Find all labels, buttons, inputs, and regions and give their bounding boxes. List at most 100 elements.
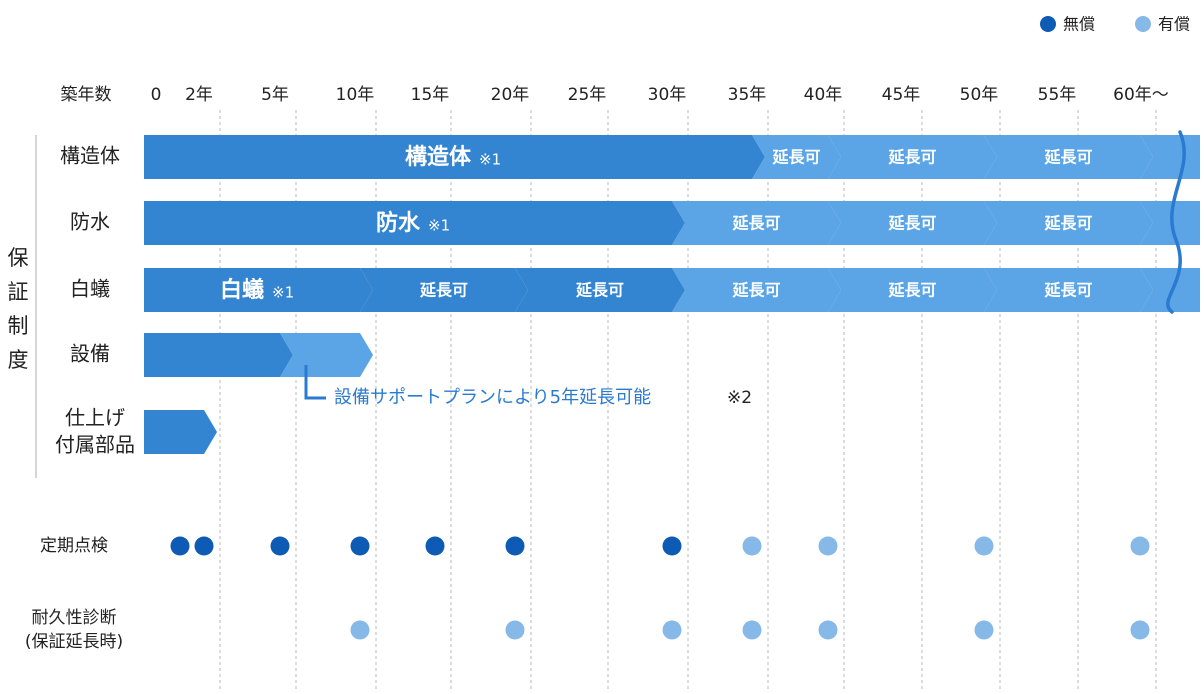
axis-tick-label: 40年 <box>804 85 843 105</box>
segment-label: 延長可 <box>1043 281 1092 300</box>
segment-note: ※1 <box>272 284 294 302</box>
row-label: 防水 <box>70 210 110 234</box>
axis-tick-label: 20年 <box>491 85 530 105</box>
inspection-dot-paid <box>818 620 838 640</box>
inspection-dot-paid <box>974 620 994 640</box>
inspection-periodic: 定期点検 <box>40 536 1150 556</box>
segment-base <box>144 201 685 245</box>
axis-tick-label: 35年 <box>728 85 767 105</box>
callout-text: 設備サポートプランにより5年延長可能 <box>334 387 651 408</box>
segment-ext <box>828 201 997 245</box>
axis-tick-label: 0 <box>151 85 162 105</box>
inspection-label: (保証延長時) <box>25 632 123 652</box>
inspection-dot-free <box>194 536 214 556</box>
row-label: 設備 <box>70 342 110 366</box>
callout-note: ※2 <box>727 388 752 408</box>
axis-tick-label: 15年 <box>411 85 450 105</box>
legend-free-label: 無償 <box>1063 15 1095 34</box>
inspection-dot-paid <box>505 620 525 640</box>
inspection-dot-free <box>270 536 290 556</box>
axis-title: 築年数 <box>61 85 112 105</box>
row-waterproof: 防水 防水 ※1 延長可 延長可 延長可 <box>70 201 1200 245</box>
inspection-dot-free <box>350 536 370 556</box>
segment-ext <box>984 201 1153 245</box>
segment-base <box>144 410 217 454</box>
legend-paid-label: 有償 <box>1158 15 1190 34</box>
inspection-label: 耐久性診断 <box>32 608 117 628</box>
inspection-dot-paid <box>818 536 838 556</box>
segment-label: 延長可 <box>731 281 780 300</box>
segment-label: 延長可 <box>887 148 936 167</box>
segment-base <box>144 268 373 312</box>
axis-tick-label: 60年〜 <box>1113 85 1169 105</box>
row-termite: 白蟻 白蟻 ※1 延長可 延長可 延長可 延長可 延長可 <box>70 268 1200 312</box>
axis-tick-label: 50年 <box>960 85 999 105</box>
inspection-dot-free <box>662 536 682 556</box>
segment-ext <box>672 201 841 245</box>
segment-base <box>144 135 765 179</box>
equipment-callout: 設備サポートプランにより5年延長可能 ※2 <box>304 365 752 408</box>
inspection-dot-paid <box>1130 536 1150 556</box>
inspection-dot-paid <box>974 536 994 556</box>
segment-label: 防水 <box>376 211 421 236</box>
row-label: 仕上げ <box>65 406 125 430</box>
segment-ext <box>672 268 841 312</box>
axis-tick-label: 2年 <box>185 85 213 105</box>
inspection-dot-paid <box>662 620 682 640</box>
segment-ext <box>752 135 841 179</box>
break-wave <box>1166 130 1186 314</box>
axis-tick-label: 5年 <box>261 85 289 105</box>
axis-tick-label: 10年 <box>336 85 375 105</box>
row-structure: 構造体 構造体 ※1 延長可 延長可 延長可 <box>60 135 1200 179</box>
inspection-label: 定期点検 <box>40 536 108 556</box>
inspection-dot-paid <box>1130 620 1150 640</box>
inspection-dot-paid <box>350 620 370 640</box>
segment-label: 構造体 <box>405 144 472 170</box>
segment-label: 延長可 <box>575 281 624 300</box>
inspection-dot-free <box>505 536 525 556</box>
segment-base <box>515 268 685 312</box>
segment-label: 白蟻 <box>220 277 264 303</box>
callout-leader <box>304 365 326 400</box>
segment-base <box>360 268 528 312</box>
group-label-char: 度 <box>8 348 29 372</box>
legend: 無償 有償 <box>1040 15 1190 34</box>
segment-note: ※1 <box>428 217 450 235</box>
inspection-dot-paid <box>742 536 762 556</box>
segment-label: 延長可 <box>419 281 468 300</box>
year-axis: 築年数 0 2年 5年 10年 15年 20年 25年 30年 35年 40年 45年 50年 55年 60… <box>61 85 1169 105</box>
segment-base <box>144 333 293 377</box>
segment-ext <box>280 333 373 377</box>
segment-ext <box>984 135 1153 179</box>
row-equipment: 設備 <box>70 333 373 377</box>
inspection-dot-paid <box>742 620 762 640</box>
segment-ext <box>984 268 1153 312</box>
segment-ext <box>828 268 997 312</box>
segment-label: 延長可 <box>887 214 936 233</box>
legend-paid-marker <box>1135 16 1151 32</box>
segment-ext <box>828 135 997 179</box>
segment-ext <box>1140 268 1200 312</box>
axis-tick-label: 55年 <box>1038 85 1077 105</box>
inspection-dot-free <box>425 536 445 556</box>
legend-free-marker <box>1040 16 1056 32</box>
row-label: 構造体 <box>60 144 120 168</box>
row-label: 白蟻 <box>70 277 110 301</box>
segment-label: 延長可 <box>1043 214 1092 233</box>
axis-tick-label: 25年 <box>568 85 607 105</box>
segment-label: 延長可 <box>771 148 820 167</box>
segment-label: 延長可 <box>731 214 780 233</box>
axis-tick-label: 45年 <box>882 85 921 105</box>
inspection-durability: 耐久性診断 (保証延長時) <box>25 608 1150 652</box>
segment-label: 延長可 <box>887 281 936 300</box>
group-label-char: 保 <box>8 246 29 270</box>
segment-label: 延長可 <box>1043 148 1092 167</box>
axis-tick-label: 30年 <box>648 85 687 105</box>
group-label-char: 制 <box>8 314 29 338</box>
group-label-char: 証 <box>8 280 29 304</box>
inspection-dot-free <box>170 536 190 556</box>
segment-note: ※1 <box>479 151 501 169</box>
